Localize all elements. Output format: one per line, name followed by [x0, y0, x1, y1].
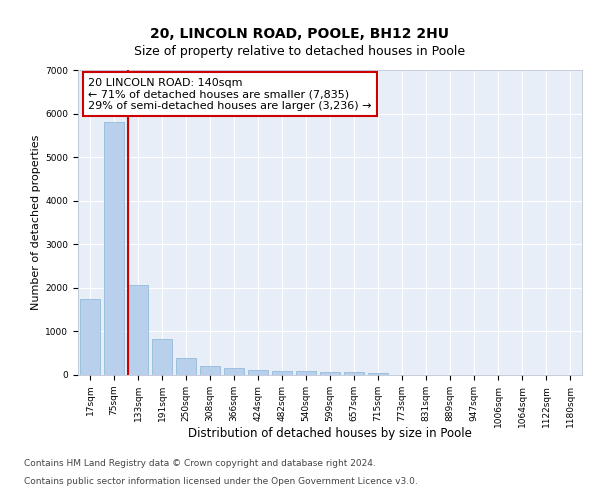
Bar: [80, 298, 100, 375]
Text: 20, LINCOLN ROAD, POOLE, BH12 2HU: 20, LINCOLN ROAD, POOLE, BH12 2HU: [151, 28, 449, 42]
Text: Contains HM Land Registry data © Crown copyright and database right 2024.: Contains HM Land Registry data © Crown c…: [24, 458, 376, 468]
Bar: [176, 358, 196, 375]
Bar: [296, 371, 316, 375]
Bar: [224, 368, 244, 375]
Text: Size of property relative to detached houses in Poole: Size of property relative to detached ho…: [134, 45, 466, 58]
Bar: [200, 366, 220, 375]
Bar: [272, 370, 292, 375]
Text: Contains public sector information licensed under the Open Government Licence v3: Contains public sector information licen…: [24, 477, 418, 486]
Bar: [128, 285, 148, 375]
Text: 20 LINCOLN ROAD: 140sqm
← 71% of detached houses are smaller (7,835)
29% of semi: 20 LINCOLN ROAD: 140sqm ← 71% of detache…: [88, 78, 371, 111]
Bar: [344, 372, 364, 375]
Y-axis label: Number of detached properties: Number of detached properties: [31, 135, 41, 310]
Bar: [368, 372, 388, 375]
Bar: [320, 372, 340, 375]
Bar: [152, 340, 172, 375]
Text: Distribution of detached houses by size in Poole: Distribution of detached houses by size …: [188, 428, 472, 440]
Bar: [248, 370, 268, 375]
Bar: [104, 122, 124, 375]
